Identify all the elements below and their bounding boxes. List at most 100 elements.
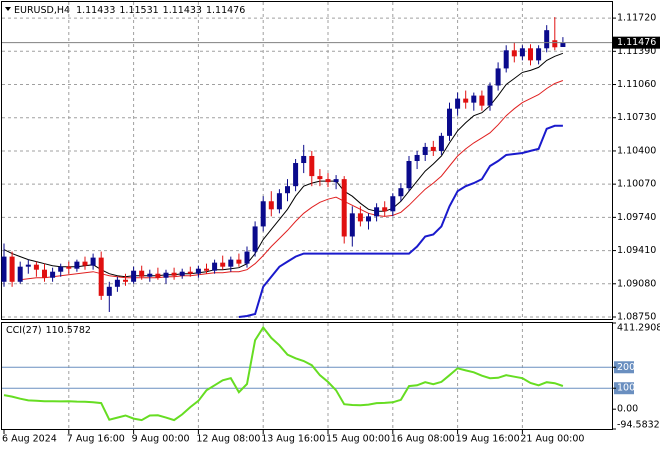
indicator-value: 110.5782 [46,325,91,336]
cci-header: CCI(27) 110.5782 [6,325,91,336]
candle-body [114,279,120,287]
y-tick-label: 1.10730 [617,112,656,123]
candle-body [252,226,258,252]
candle-body [163,272,169,278]
candle-body [139,270,145,277]
candle-body [528,48,533,61]
candle-body [268,201,274,210]
level-label-box [614,361,634,374]
candle-body [317,176,323,180]
candle-body [293,163,299,187]
y-tick-label: 1.09080 [617,278,656,289]
candle-body [1,256,7,282]
moving-average [20,80,564,281]
candle-body [503,50,509,69]
candle-body [455,98,461,109]
candle-body [244,251,250,264]
candle-body [236,259,242,264]
symbol-menu[interactable] [5,7,11,11]
candle-body [471,95,477,103]
candle-body [131,270,137,282]
open: 1.11433 [76,5,115,16]
x-tick-label: 12 Aug 08:00 [196,434,260,445]
x-tick-label: 9 Aug 00:00 [132,434,190,445]
candle-body [171,272,177,276]
candle-body [366,216,371,222]
x-tick-label: 6 Aug 2024 [2,434,57,445]
candle-body [285,186,290,194]
candle-body [33,264,39,270]
low: 1.11433 [163,5,202,16]
candle-body [42,269,47,278]
candle-body [195,268,201,274]
y-tick-label: 411.2908 [617,323,660,334]
y-tick-label: 1.11390 [617,46,656,57]
candle-body [438,135,444,151]
candle-body [519,48,525,57]
candle-body [487,85,493,106]
candle-body [50,271,56,278]
cci-panel [1,322,613,430]
candle-body [82,261,88,266]
candle-body [58,266,64,272]
candle-body [147,273,153,277]
candle-body [374,207,380,217]
cci-line [3,325,564,422]
x-tick-label: 13 Aug 16:00 [261,434,325,445]
candle-body [220,262,226,267]
indicator: CCI(27) [6,325,42,336]
candle-body [17,266,23,282]
close: 1.11476 [206,5,245,16]
candle-body [544,30,550,49]
candle-body [414,154,420,162]
y-tick-label: 1.08750 [617,311,656,322]
candle-body [179,271,185,276]
candle-body [390,196,396,212]
y-tick-label: 1.11060 [617,79,656,90]
x-tick-label: 7 Aug 16:00 [67,434,125,445]
candle-body [309,155,315,177]
y-tick-label: 1.10400 [617,145,656,156]
candle-body [333,179,339,183]
x-tick-label: 16 Aug 08:00 [391,434,455,445]
y-tick-label: -94.5832 [617,420,660,431]
candle-body [341,179,347,237]
level-label-box [614,382,634,395]
candle-body [98,257,104,296]
candle-body [406,161,412,189]
y-tick-label: 1.09410 [617,245,656,256]
candle-body [479,95,485,106]
candle-body [463,98,469,103]
moving-average [238,124,563,318]
candle-body [382,207,388,212]
candle-body [66,266,72,269]
candle-body [430,146,436,151]
candle-body [106,286,112,296]
x-tick-label: 21 Aug 00:00 [520,434,584,445]
candle-body [123,279,128,282]
candle-body [536,48,542,61]
candle-body [187,271,193,274]
last-price-box [612,36,660,49]
x-tick-label: 15 Aug 00:00 [326,434,390,445]
high: 1.11531 [119,5,158,16]
y-tick-label: 1.11720 [617,13,656,24]
candle-body [276,193,282,210]
candle-body [301,155,307,164]
y-tick-label: 200 [617,362,635,373]
candle-body [74,261,80,269]
moving-average [3,52,564,278]
y-tick-label: 0.00 [617,404,638,415]
candle-body [495,68,501,86]
last-price-label: 1.11476 [617,37,656,48]
price-panel [1,1,613,320]
candle-body [560,42,566,47]
candle-body [204,268,209,271]
candle-body [552,40,558,48]
candle-body [260,201,266,227]
y-tick-label: 100 [617,383,635,394]
y-tick-label: 1.10070 [617,179,656,190]
y-tick-label: 1.09740 [617,212,656,223]
